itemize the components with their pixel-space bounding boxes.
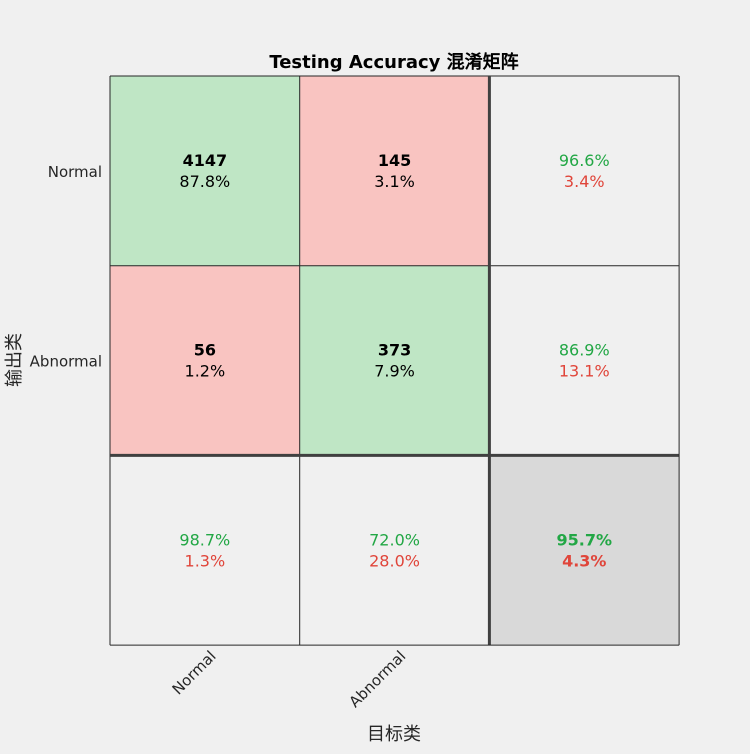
y-axis-label: 输出类 [4, 333, 25, 387]
y-tick-label: Normal [48, 163, 102, 181]
matrix-cell-1-0 [110, 265, 300, 456]
matrix-cell-0-0 [110, 76, 300, 266]
grid-lines-layer [109, 75, 680, 646]
cell-percent: 1.2% [185, 362, 226, 381]
row-summary-cell-0 [489, 76, 680, 266]
column-summary-cell-0 [110, 455, 300, 646]
row-summary-cell-1 [489, 265, 680, 456]
overall-correct: 95.7% [556, 530, 612, 549]
chart-title: Testing Accuracy 混淆矩阵 [269, 51, 518, 73]
cell-count: 145 [378, 151, 411, 170]
overall-accuracy-cell [489, 455, 680, 646]
row-summary-wrong: 3.4% [564, 172, 605, 191]
matrix-cell-1-1 [299, 265, 490, 456]
y-tick-label: Abnormal [30, 353, 102, 371]
cell-count: 56 [194, 341, 216, 360]
column-summary-wrong: 1.3% [185, 551, 226, 570]
x-tick-label: Abnormal [345, 647, 409, 711]
column-summary-correct: 72.0% [369, 530, 420, 549]
row-summary-correct: 96.6% [559, 151, 610, 170]
cell-count: 4147 [183, 151, 228, 170]
cell-count: 373 [378, 341, 411, 360]
row-summary-wrong: 13.1% [559, 362, 610, 381]
x-axis-label: 目标类 [367, 724, 421, 745]
column-summary-correct: 98.7% [179, 530, 230, 549]
cell-percent: 87.8% [179, 172, 230, 191]
row-summary-correct: 86.9% [559, 341, 610, 360]
cell-percent: 7.9% [374, 362, 415, 381]
cells-layer: 4147 87.8% 145 3.1% 56 1.2% 373 7.9% 96.6% 3.4% 86… [110, 76, 680, 646]
overall-wrong: 4.3% [562, 551, 606, 570]
x-tick-label: Normal [169, 647, 220, 698]
column-summary-cell-1 [299, 455, 490, 646]
matrix-cell-0-1 [299, 76, 490, 266]
cell-percent: 3.1% [374, 172, 415, 191]
column-summary-wrong: 28.0% [369, 551, 420, 570]
